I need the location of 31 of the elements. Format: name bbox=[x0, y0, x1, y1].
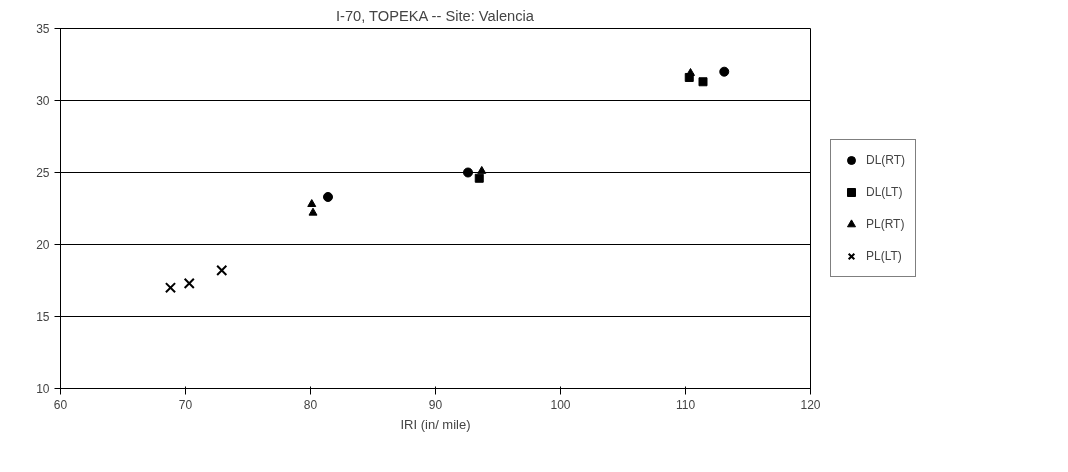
point bbox=[463, 167, 473, 178]
x-tick-label: 120 bbox=[800, 397, 821, 412]
x-tick-label: 90 bbox=[428, 397, 443, 412]
legend-label: PL(LT) bbox=[866, 249, 902, 263]
x-tick-label: 70 bbox=[178, 397, 193, 412]
point bbox=[308, 207, 318, 216]
legend-label: PL(RT) bbox=[866, 217, 905, 231]
y-tick-label: 20 bbox=[36, 238, 50, 252]
x-tick-label: 100 bbox=[550, 397, 571, 412]
point bbox=[307, 199, 317, 207]
x-tick-label: 110 bbox=[675, 397, 696, 412]
point bbox=[164, 282, 177, 294]
point bbox=[698, 77, 708, 87]
y-tick-label: 10 bbox=[36, 382, 50, 396]
legend-label: DL(RT) bbox=[866, 153, 906, 167]
point bbox=[477, 165, 487, 174]
point bbox=[474, 173, 484, 183]
point bbox=[183, 277, 195, 289]
y-tick-label: 15 bbox=[36, 310, 50, 324]
x-tick-label: 80 bbox=[303, 397, 318, 412]
x-axis-title: IRI (in/ mile) bbox=[400, 416, 471, 432]
y-tick-label: 35 bbox=[36, 22, 50, 36]
point bbox=[719, 66, 730, 77]
point bbox=[216, 264, 228, 277]
y-tick-label: 25 bbox=[36, 166, 50, 180]
legend-label: DL(LT) bbox=[866, 185, 903, 199]
point bbox=[323, 191, 333, 202]
chart-title: I-70, TOPEKA -- Site: Valencia bbox=[335, 7, 535, 24]
point bbox=[686, 68, 695, 76]
x-tick-label: 60 bbox=[53, 397, 68, 412]
y-tick-label: 30 bbox=[36, 94, 50, 108]
